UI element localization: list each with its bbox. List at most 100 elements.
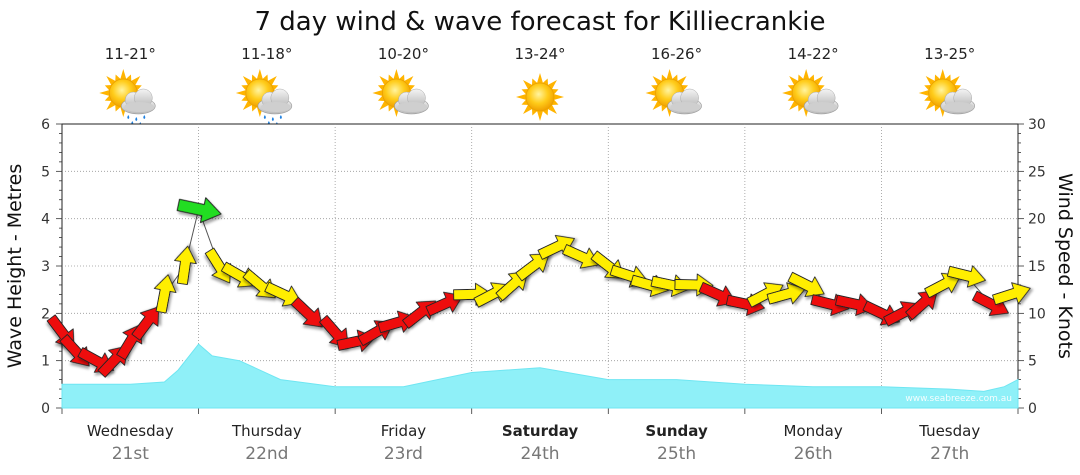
wind-arrow	[946, 265, 986, 288]
left-tick-label: 5	[41, 164, 50, 180]
right-tick-label: 15	[1028, 259, 1046, 275]
sun-cloud-rain-icon	[235, 69, 293, 126]
wind-arrow	[131, 306, 160, 341]
sun-cloud-icon	[645, 69, 702, 117]
temperature-label: 11-21°	[105, 45, 156, 63]
wind-arrow-shape	[946, 265, 986, 288]
day-date-label: 21st	[112, 444, 149, 464]
wind-arrow	[495, 271, 529, 302]
wind-arrow	[176, 197, 222, 224]
sun-ray	[553, 93, 564, 101]
day-date-label: 24th	[520, 444, 559, 464]
sun-icon	[516, 73, 564, 121]
wind-arrow-shape	[176, 197, 222, 224]
left-axis-ticks: 0 1 2 3 4 5 6	[41, 117, 50, 417]
sun-ray	[235, 89, 247, 97]
rain-drop	[127, 115, 130, 119]
wind-arrow	[174, 245, 197, 285]
sun-cloud-icon	[918, 69, 976, 117]
wind-arrow	[515, 253, 550, 282]
right-tick-label: 30	[1028, 117, 1046, 133]
wind-arrow	[766, 282, 806, 305]
sun-ray	[803, 69, 810, 80]
sun-cloud-icon	[782, 69, 839, 117]
day-name-label: Monday	[784, 422, 843, 440]
wind-arrow	[153, 274, 177, 314]
wind-arrow-shape	[290, 296, 323, 328]
right-tick-label: 5	[1028, 354, 1037, 370]
sun-ray	[516, 93, 527, 101]
sun-ray	[536, 73, 544, 84]
sun-ray	[918, 89, 930, 97]
day-date-label: 25th	[657, 444, 696, 464]
wind-arrows	[46, 197, 1031, 378]
rain-drop	[279, 115, 282, 119]
weather-icons-row	[99, 69, 976, 126]
cloud-shape	[940, 88, 976, 115]
sun-ray	[939, 69, 946, 80]
watermark: www.seabreeze.com.au	[905, 394, 1012, 404]
sun-ray	[99, 89, 110, 97]
left-tick-label: 6	[41, 117, 50, 133]
temperature-row: 11-21° 11-18° 10-20° 13-24° 16-26° 14-22° 13-2…	[105, 45, 976, 63]
wind-arrow-shape	[495, 271, 529, 302]
day-name-label: Saturday	[502, 422, 579, 440]
day-date-label: 22nd	[245, 444, 288, 464]
right-axis-ticks: 0 5 10 15 20 25 30	[1028, 117, 1046, 417]
temperature-label: 13-24°	[514, 45, 565, 63]
sun-ray	[666, 69, 673, 80]
cloud-base	[124, 102, 155, 112]
day-name-label: Thursday	[231, 422, 302, 440]
cloud-shape	[394, 88, 429, 115]
right-axis-title: Wind Speed - Knots	[1054, 173, 1076, 359]
wind-arrow-shape	[992, 282, 1031, 306]
cloud-base	[670, 102, 701, 112]
sun-ray	[782, 89, 793, 97]
day-name-label: Wednesday	[87, 422, 174, 440]
sun-cloud-icon	[372, 69, 429, 117]
rain-drop	[271, 117, 274, 121]
day-labels: Wednesday 21st Thursday 22nd Friday 23rd Satur…	[87, 422, 980, 464]
wind-arrow-shape	[924, 272, 962, 299]
wind-arrow	[290, 296, 323, 328]
day-name-label: Sunday	[645, 422, 708, 440]
day-date-label: 26th	[794, 444, 833, 464]
wind-arrow-shape	[174, 245, 197, 285]
sun-disc	[525, 82, 555, 112]
right-tick-label: 10	[1028, 306, 1046, 322]
left-tick-label: 4	[41, 212, 50, 228]
sun-ray	[536, 110, 544, 121]
rain-drop	[135, 117, 138, 121]
left-tick-label: 2	[41, 306, 50, 322]
left-tick-label: 0	[41, 401, 50, 417]
temperature-label: 10-20°	[378, 45, 429, 63]
wind-arrow-shape	[766, 282, 806, 305]
cloud-shape	[667, 88, 702, 115]
temperature-label: 13-25°	[924, 45, 975, 63]
temperature-label: 11-18°	[241, 45, 292, 63]
rain-drop	[143, 115, 146, 119]
wind-arrow	[924, 272, 962, 299]
plot-area: www.seabreeze.com.au	[46, 123, 1031, 414]
wind-arrow-shape	[153, 274, 177, 314]
sun-ray	[645, 89, 656, 97]
wind-arrow	[562, 244, 600, 269]
cloud-shape	[120, 88, 156, 115]
wind-arrow	[992, 282, 1031, 306]
left-tick-label: 3	[41, 259, 50, 275]
right-tick-label: 0	[1028, 401, 1037, 417]
sun-ray	[120, 69, 127, 80]
cloud-base	[260, 102, 291, 112]
left-tick-label: 1	[41, 354, 50, 370]
day-name-label: Tuesday	[918, 422, 980, 440]
wind-arrow-shape	[515, 253, 550, 282]
wave-height-area	[61, 343, 1019, 409]
rain-drop	[263, 115, 266, 119]
sun-ray	[372, 89, 383, 97]
chart-title: 7 day wind & wave forecast for Killiecra…	[254, 7, 825, 37]
right-tick-label: 20	[1028, 212, 1046, 228]
wind-arrow-shape	[562, 244, 600, 269]
temperature-label: 14-22°	[788, 45, 839, 63]
left-axis-title: Wave Height - Metres	[4, 164, 26, 368]
day-name-label: Friday	[381, 422, 427, 440]
